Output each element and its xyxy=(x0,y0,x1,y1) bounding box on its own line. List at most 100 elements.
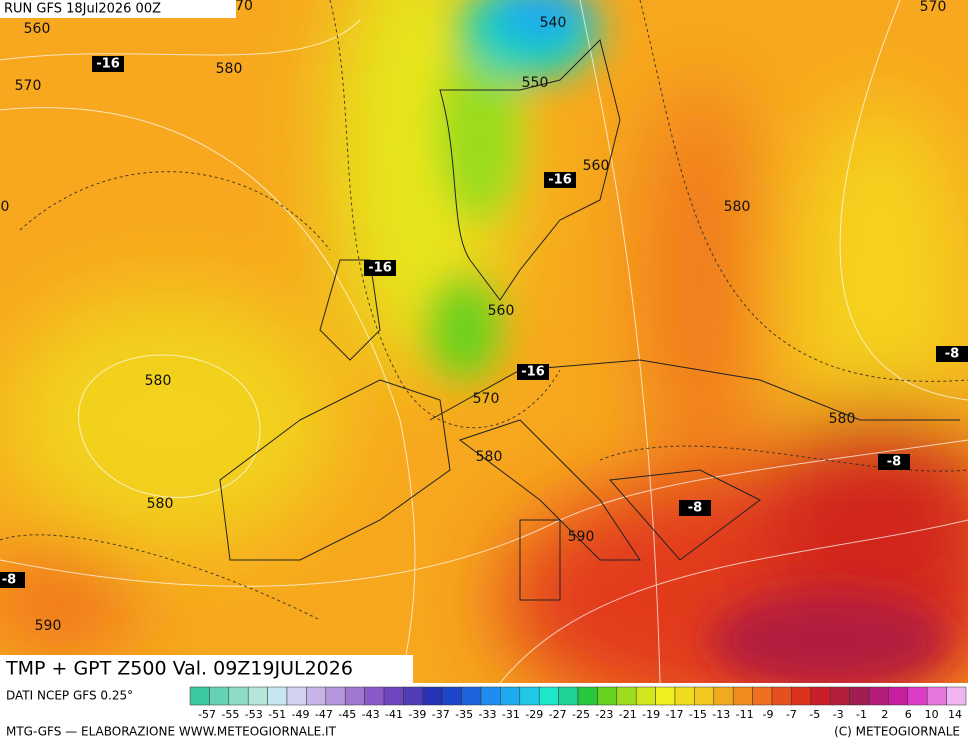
map-labels: 540 550 560 580 560 570 580 580 590 580 580 590 560 5… xyxy=(0,0,968,634)
colorbar-label: -41 xyxy=(385,708,403,721)
temperature-label: -8 xyxy=(945,347,959,362)
temperature-box xyxy=(679,500,711,516)
contour-label: 560 xyxy=(488,303,515,319)
contour-label: 590 xyxy=(35,618,62,634)
temperature-box xyxy=(92,56,124,72)
temperature-label: -16 xyxy=(368,261,392,276)
colorbar-label: -25 xyxy=(572,708,590,721)
colorbar-swatch xyxy=(771,686,792,706)
colorbar-swatch xyxy=(829,686,850,706)
colorbar-swatch xyxy=(655,686,676,706)
colorbar-label: -11 xyxy=(736,708,754,721)
contour-label: 580 xyxy=(147,496,174,512)
colorbar-swatch xyxy=(364,686,385,706)
colorbar-swatch xyxy=(577,686,598,706)
contour-label: 580 xyxy=(216,61,243,77)
colorbar-label: -21 xyxy=(619,708,637,721)
colorbar-swatch xyxy=(946,686,967,706)
colorbar-swatch xyxy=(674,686,695,706)
colorbar-label: -27 xyxy=(549,708,567,721)
colorbar-label: -43 xyxy=(362,708,380,721)
colorbar-swatch xyxy=(791,686,812,706)
run-label: RUN GFS 18Jul2026 00Z xyxy=(4,2,161,17)
colorbar-swatch xyxy=(732,686,753,706)
temperature-box xyxy=(878,454,910,470)
colorbar-label: -7 xyxy=(786,708,797,721)
colorbar-label: -29 xyxy=(525,708,543,721)
temperature-label: -16 xyxy=(521,365,545,380)
colorbar-label: -55 xyxy=(221,708,239,721)
colorbar: -57 -55 -53 -51 -49 -47 -45 -43 -41 -39 -37 -35 -33-… xyxy=(189,686,967,721)
colorbar-swatch xyxy=(907,686,928,706)
colorbar-label: -57 xyxy=(198,708,216,721)
colorbar-label: 2 xyxy=(881,708,888,721)
colorbar-swatch xyxy=(558,686,579,706)
source-label: DATI NCEP GFS 0.25° xyxy=(6,689,133,703)
contour-label: 570 xyxy=(473,391,500,407)
contour-label: 540 xyxy=(540,15,567,31)
colorbar-swatch xyxy=(538,686,559,706)
colorbar-label: -49 xyxy=(292,708,310,721)
colorbar-label: -39 xyxy=(408,708,426,721)
colorbar-label: -19 xyxy=(642,708,660,721)
contour-label: 570 xyxy=(15,78,42,94)
colorbar-label: -15 xyxy=(689,708,707,721)
colorbar-swatch xyxy=(383,686,404,706)
colorbar-swatch xyxy=(868,686,889,706)
colorbar-label: -31 xyxy=(502,708,520,721)
map-title: TMP + GPT Z500 Val. 09Z19JUL2026 xyxy=(5,658,353,680)
temperature-label: -8 xyxy=(2,573,16,588)
contour-label: 70 xyxy=(235,0,253,14)
colorbar-label: -37 xyxy=(432,708,450,721)
colorbar-swatch xyxy=(209,686,230,706)
colorbar-label: -47 xyxy=(315,708,333,721)
colorbar-swatch xyxy=(500,686,521,706)
colorbar-swatch xyxy=(306,686,327,706)
contour-label: 580 xyxy=(476,449,503,465)
contour-label: 580 xyxy=(145,373,172,389)
colorbar-swatch xyxy=(189,686,210,706)
colorbar-swatch xyxy=(713,686,734,706)
run-box xyxy=(0,0,236,18)
colorbar-label: 14 xyxy=(948,708,962,721)
colorbar-swatch xyxy=(480,686,501,706)
temperature-label: -8 xyxy=(887,455,901,470)
colorbar-swatch xyxy=(616,686,637,706)
copyright-label: (C) METEOGIORNALE xyxy=(834,725,960,739)
contour-label: 0 xyxy=(1,199,10,215)
colorbar-label: -13 xyxy=(712,708,730,721)
colorbar-swatch xyxy=(597,686,618,706)
colorbar-swatch xyxy=(228,686,249,706)
colorbar-swatch xyxy=(325,686,346,706)
colorbar-label: -23 xyxy=(595,708,613,721)
colorbar-swatch xyxy=(422,686,443,706)
colorbar-label: -35 xyxy=(455,708,473,721)
contour-label: 580 xyxy=(724,199,751,215)
colorbar-swatch xyxy=(247,686,268,706)
contour-label: 590 xyxy=(568,529,595,545)
colorbar-label: -1 xyxy=(856,708,867,721)
temperature-box xyxy=(364,260,396,276)
temperature-box xyxy=(0,572,25,588)
temperature-box xyxy=(544,172,576,188)
colorbar-label: -53 xyxy=(245,708,263,721)
colorbar-swatch xyxy=(519,686,540,706)
colorbar-swatch xyxy=(267,686,288,706)
colorbar-label: -17 xyxy=(666,708,684,721)
temperature-label: -16 xyxy=(96,57,120,72)
colorbar-label: -3 xyxy=(833,708,844,721)
contour-label: 570 xyxy=(920,0,947,15)
temperature-label: -16 xyxy=(548,173,572,188)
colorbar-label: -45 xyxy=(338,708,356,721)
contour-label: 580 xyxy=(829,411,856,427)
colorbar-swatch xyxy=(635,686,656,706)
colorbar-label: -51 xyxy=(268,708,286,721)
colorbar-swatch xyxy=(752,686,773,706)
contour-label: 550 xyxy=(522,75,549,91)
colorbar-swatch xyxy=(286,686,307,706)
colorbar-label: -33 xyxy=(479,708,497,721)
colorbar-swatch xyxy=(344,686,365,706)
colorbar-label: -5 xyxy=(809,708,820,721)
colorbar-swatch xyxy=(810,686,831,706)
